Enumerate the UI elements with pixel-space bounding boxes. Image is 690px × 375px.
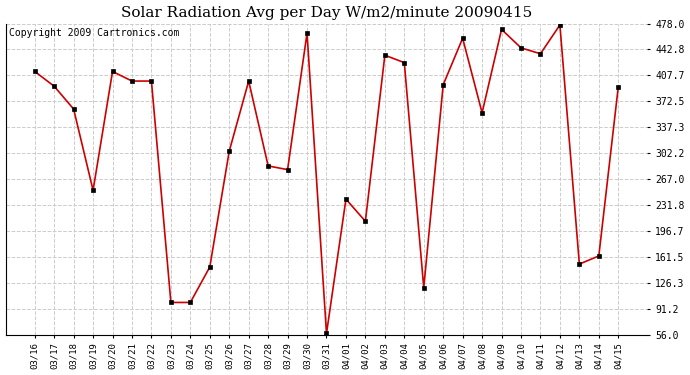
Text: Copyright 2009 Cartronics.com: Copyright 2009 Cartronics.com <box>9 28 179 38</box>
Title: Solar Radiation Avg per Day W/m2/minute 20090415: Solar Radiation Avg per Day W/m2/minute … <box>121 6 532 20</box>
